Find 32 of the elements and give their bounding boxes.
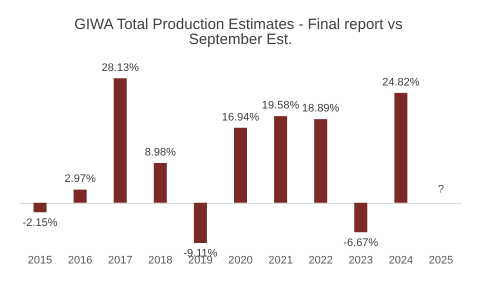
data-label: -2.15% — [22, 216, 58, 229]
data-label: 19.58% — [262, 100, 300, 112]
x-tick-label: 2021 — [268, 254, 293, 266]
x-tick-label: 2018 — [148, 254, 173, 266]
data-label: 2.97% — [64, 173, 96, 186]
bar — [274, 116, 288, 203]
x-tick-label: 2015 — [28, 254, 52, 266]
bar — [394, 92, 408, 203]
bar — [154, 163, 167, 203]
x-tick-label: 2025 — [428, 254, 454, 266]
x-tick-label: 2017 — [108, 254, 132, 266]
x-tick-label: 2024 — [388, 254, 414, 266]
bar — [74, 190, 87, 203]
bar — [314, 119, 328, 203]
data-label: 18.89% — [302, 102, 340, 115]
data-label: 24.82% — [382, 76, 420, 88]
data-label: 28.13% — [102, 62, 140, 74]
bar — [34, 202, 47, 212]
bar — [234, 128, 247, 203]
x-tick-label: 2016 — [68, 254, 92, 266]
chart-title: GIWA Total Production Estimates - Final report vs September Est. — [74, 16, 407, 48]
text: ? — [438, 183, 444, 196]
data-label: 16.94% — [222, 111, 260, 124]
bar — [354, 202, 368, 232]
data-label: -6.67% — [343, 236, 378, 249]
bar — [194, 202, 207, 244]
x-tick-label: 2022 — [308, 254, 333, 266]
data-label: 8.98% — [144, 146, 176, 159]
x-tick-label: 2020 — [228, 254, 253, 266]
x-tick-label: 2023 — [348, 254, 374, 266]
bar — [114, 78, 127, 203]
x-tick-label: 2019 — [188, 254, 213, 266]
